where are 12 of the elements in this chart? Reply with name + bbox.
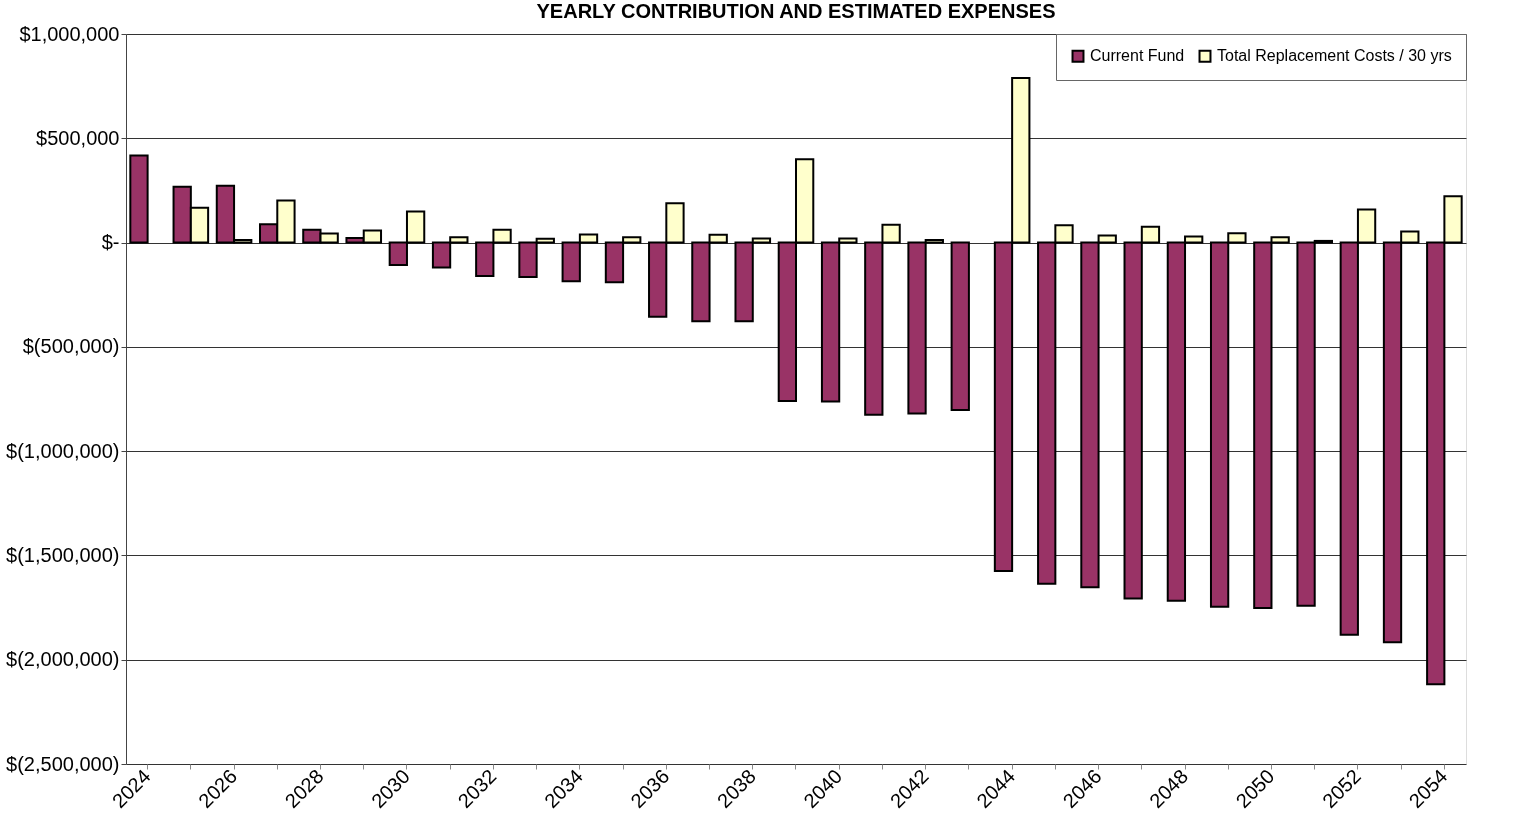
y-tick-label: $(1,500,000) <box>6 543 120 566</box>
legend-label: Current Fund <box>1090 47 1185 65</box>
bar <box>129 154 149 244</box>
y-tick-label: $500,000 <box>36 126 120 149</box>
y-tick-label: $- <box>101 231 120 254</box>
legend-label: Total Replacement Costs / 30 yrs <box>1217 47 1452 65</box>
y-tick-label: $(1,000,000) <box>6 439 120 462</box>
chart-title: YEARLY CONTRIBUTION AND ESTIMATED EXPENSES <box>536 0 1056 22</box>
y-tick-label: $(500,000) <box>22 335 120 358</box>
y-tick-label: $(2,000,000) <box>6 648 120 671</box>
y-tick-label: $1,000,000 <box>19 22 120 45</box>
bar <box>950 241 970 412</box>
